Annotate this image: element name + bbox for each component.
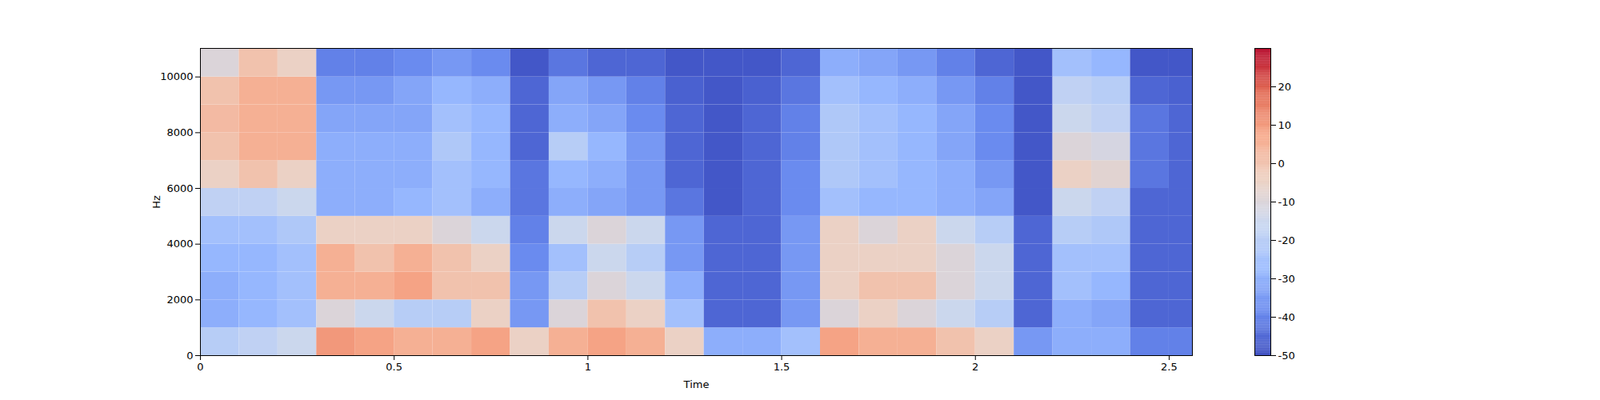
svg-text:1: 1 xyxy=(584,360,592,373)
svg-text:0: 0 xyxy=(196,360,204,373)
svg-text:0: 0 xyxy=(186,349,193,362)
svg-text:2: 2 xyxy=(972,360,979,373)
svg-text:4000: 4000 xyxy=(166,237,193,250)
svg-text:-50: -50 xyxy=(1278,349,1296,362)
svg-text:6000: 6000 xyxy=(166,182,193,195)
svg-text:-30: -30 xyxy=(1278,272,1296,285)
svg-text:10: 10 xyxy=(1278,119,1292,132)
svg-text:10000: 10000 xyxy=(160,70,193,83)
svg-text:0: 0 xyxy=(1278,157,1285,170)
svg-text:Hz: Hz xyxy=(150,195,163,209)
svg-text:0.5: 0.5 xyxy=(385,360,403,373)
svg-text:Time: Time xyxy=(683,378,710,391)
svg-text:1.5: 1.5 xyxy=(773,360,791,373)
svg-text:-40: -40 xyxy=(1278,311,1296,324)
svg-text:8000: 8000 xyxy=(166,126,193,139)
svg-text:-20: -20 xyxy=(1278,234,1296,247)
svg-text:20: 20 xyxy=(1278,80,1292,93)
svg-text:2000: 2000 xyxy=(166,293,193,306)
svg-text:2.5: 2.5 xyxy=(1160,360,1178,373)
svg-text:-10: -10 xyxy=(1278,196,1296,208)
